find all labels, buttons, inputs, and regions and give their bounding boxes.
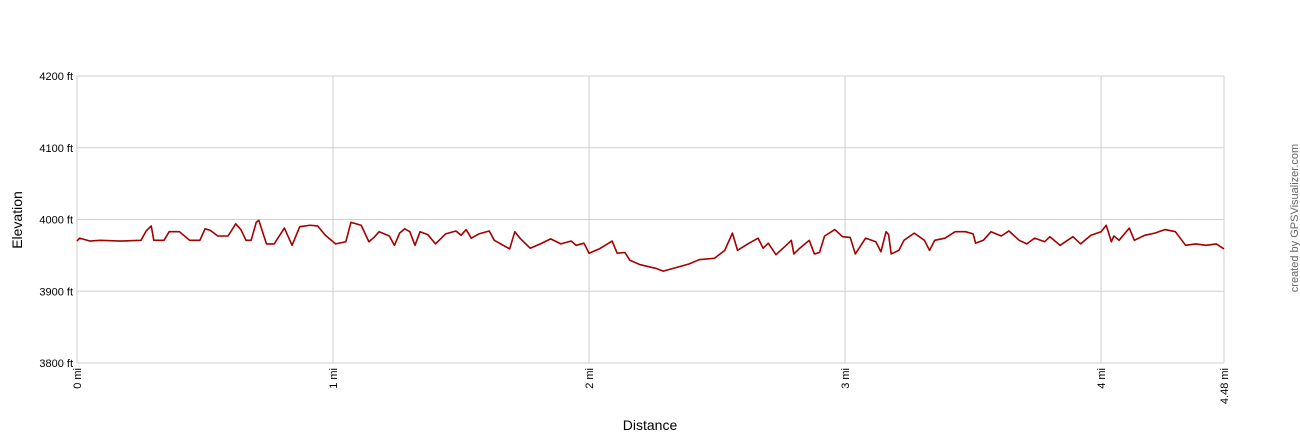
y-tick-label: 4000 ft bbox=[39, 215, 73, 227]
y-axis-title: Elevation bbox=[9, 191, 25, 249]
credit: created by GPSVisualizer.com bbox=[1289, 144, 1300, 292]
x-tick-label: 2 mi bbox=[584, 368, 596, 389]
x-tick-label: 4 mi bbox=[1096, 368, 1108, 389]
elevation-line bbox=[76, 219, 1225, 272]
x-tick-label: 0 mi bbox=[72, 368, 84, 389]
y-tick-label: 4200 ft bbox=[39, 71, 73, 83]
x-axis-title: Distance bbox=[623, 417, 678, 433]
x-tick-label: 3 mi bbox=[840, 368, 852, 389]
y-tick-label: 3900 ft bbox=[39, 286, 73, 298]
x-tick-label: 1 mi bbox=[328, 368, 340, 389]
y-tick-label: 4100 ft bbox=[39, 143, 73, 155]
x-tick-label: 4.48 mi bbox=[1219, 368, 1231, 404]
y-tick-label: 3800 ft bbox=[39, 358, 73, 370]
